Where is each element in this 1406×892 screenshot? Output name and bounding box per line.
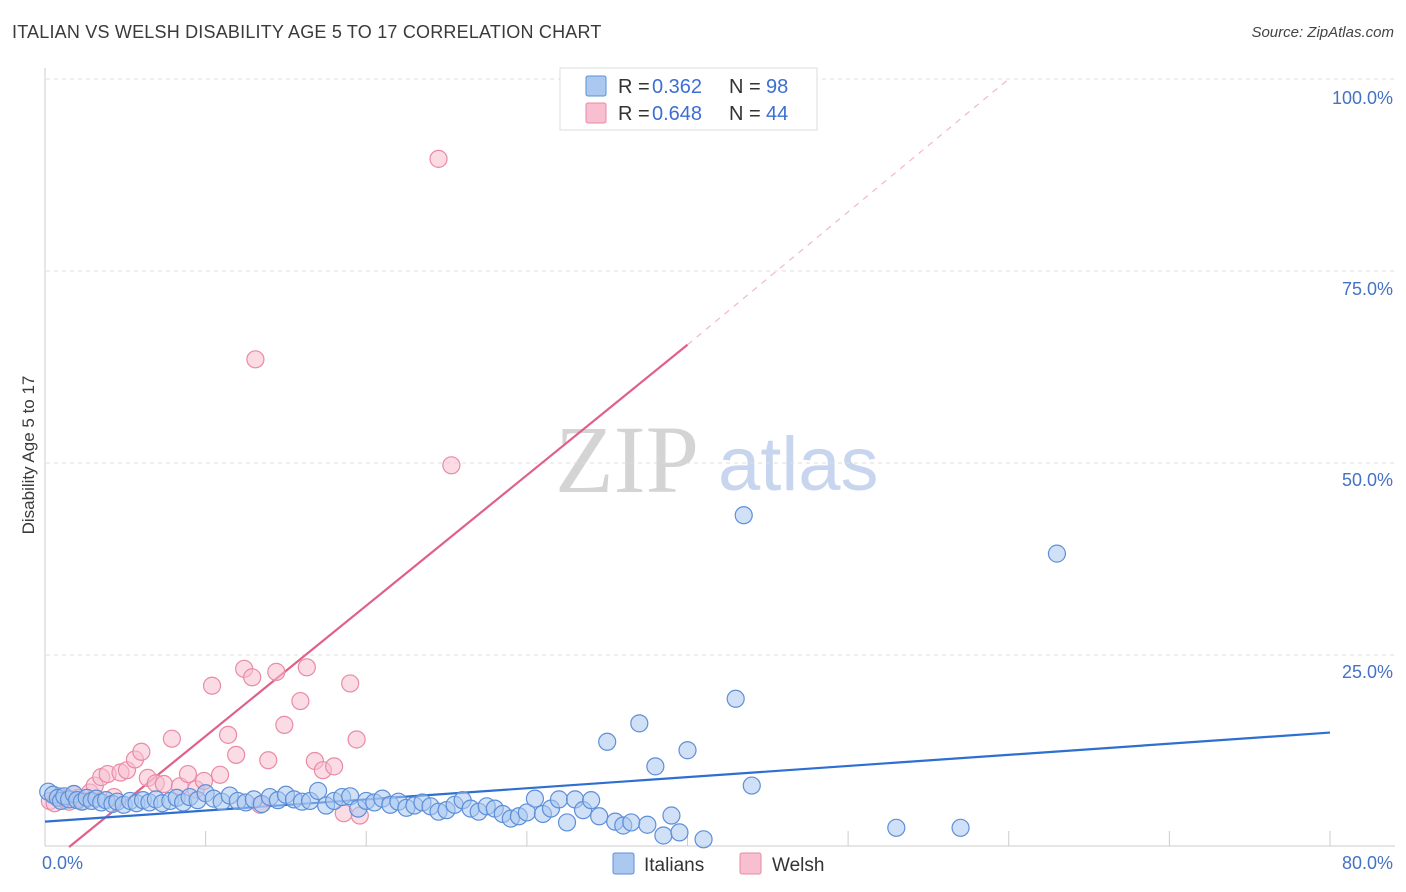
y-tick-label-100: 100.0% — [1332, 88, 1393, 108]
y-tick-label-25: 25.0% — [1342, 662, 1393, 682]
welsh-point — [291, 691, 310, 711]
italians-point — [582, 791, 601, 810]
stats-legend: R = 0.362 N = 98 R = 0.648 N = 44 — [559, 67, 818, 131]
welsh-point — [154, 774, 173, 794]
welsh-point — [210, 765, 230, 784]
legend-r-label-welsh: R = — [618, 103, 650, 125]
italians-point — [549, 790, 569, 809]
legend-r-value-welsh: 0.648 — [652, 103, 702, 125]
welsh-point — [246, 350, 265, 369]
welsh-point — [275, 715, 294, 734]
series-legend-swatch-welsh — [739, 852, 762, 875]
legend-n-value-italians: 98 — [766, 76, 788, 98]
italians-point — [630, 714, 649, 733]
welsh-point — [227, 745, 246, 764]
source-label: Source: ZipAtlas.com — [1251, 24, 1394, 41]
welsh-point — [442, 456, 461, 475]
italians-point — [694, 830, 713, 849]
welsh-point — [429, 149, 448, 168]
legend-n-value-welsh: 44 — [766, 103, 788, 125]
italians-point — [598, 732, 617, 751]
welsh-point — [347, 730, 366, 749]
series-legend-swatch-italians — [612, 852, 635, 875]
series-legend-label-italians: Italians — [644, 855, 704, 876]
legend-n-label-italians: N = — [729, 76, 761, 98]
italians-point — [557, 813, 577, 832]
y-tick-label-50: 50.0% — [1342, 470, 1393, 490]
welsh-point — [132, 742, 151, 761]
italians-point — [1047, 544, 1067, 563]
gridlines — [46, 78, 1395, 656]
legend-n-label-welsh: N = — [729, 103, 761, 125]
welsh-point — [297, 658, 316, 677]
legend-r-value-italians: 0.362 — [652, 76, 702, 98]
x-tick-label-min: 0.0% — [42, 853, 83, 873]
chart-title: ITALIAN VS WELSH DISABILITY AGE 5 TO 17 … — [12, 22, 602, 42]
welsh-point — [325, 757, 344, 776]
italians-point — [734, 506, 753, 525]
italians-point — [525, 789, 545, 808]
welsh-point — [259, 751, 278, 770]
welsh-point — [341, 674, 360, 693]
italians-point — [670, 823, 689, 842]
welsh-point — [162, 729, 181, 748]
italians-point — [646, 757, 665, 776]
series-legend: Italians Welsh — [612, 852, 824, 876]
data-points — [39, 69, 1067, 849]
watermark-zip: ZIP — [555, 406, 699, 513]
welsh-point — [267, 662, 286, 681]
welsh-point — [243, 668, 262, 687]
legend-r-label-italians: R = — [618, 76, 650, 98]
italians-point — [590, 807, 609, 826]
welsh-point — [219, 725, 238, 744]
italians-point — [622, 813, 641, 832]
welsh-trendline — [68, 343, 689, 848]
italians-point — [951, 818, 970, 837]
x-axis-ticks — [205, 831, 1331, 846]
italians-point — [887, 818, 906, 837]
y-tick-label-75: 75.0% — [1342, 279, 1393, 299]
welsh-point — [178, 764, 198, 784]
italians-point — [742, 776, 761, 795]
italians-point — [678, 741, 697, 760]
italians-point — [726, 689, 745, 708]
x-tick-label-max: 80.0% — [1342, 853, 1393, 873]
welsh-point — [202, 676, 222, 695]
y-axis-label: Disability Age 5 to 17 — [19, 376, 38, 535]
legend-swatch-italians — [585, 75, 607, 97]
watermark-atlas: atlas — [718, 422, 879, 507]
series-legend-label-welsh: Welsh — [772, 855, 824, 876]
italians-point — [308, 781, 328, 801]
italians-point — [662, 806, 681, 825]
italians-point — [638, 815, 657, 834]
italians-point — [654, 826, 673, 845]
welsh-trendline-extension — [687, 78, 1010, 346]
legend-swatch-welsh — [585, 102, 607, 124]
